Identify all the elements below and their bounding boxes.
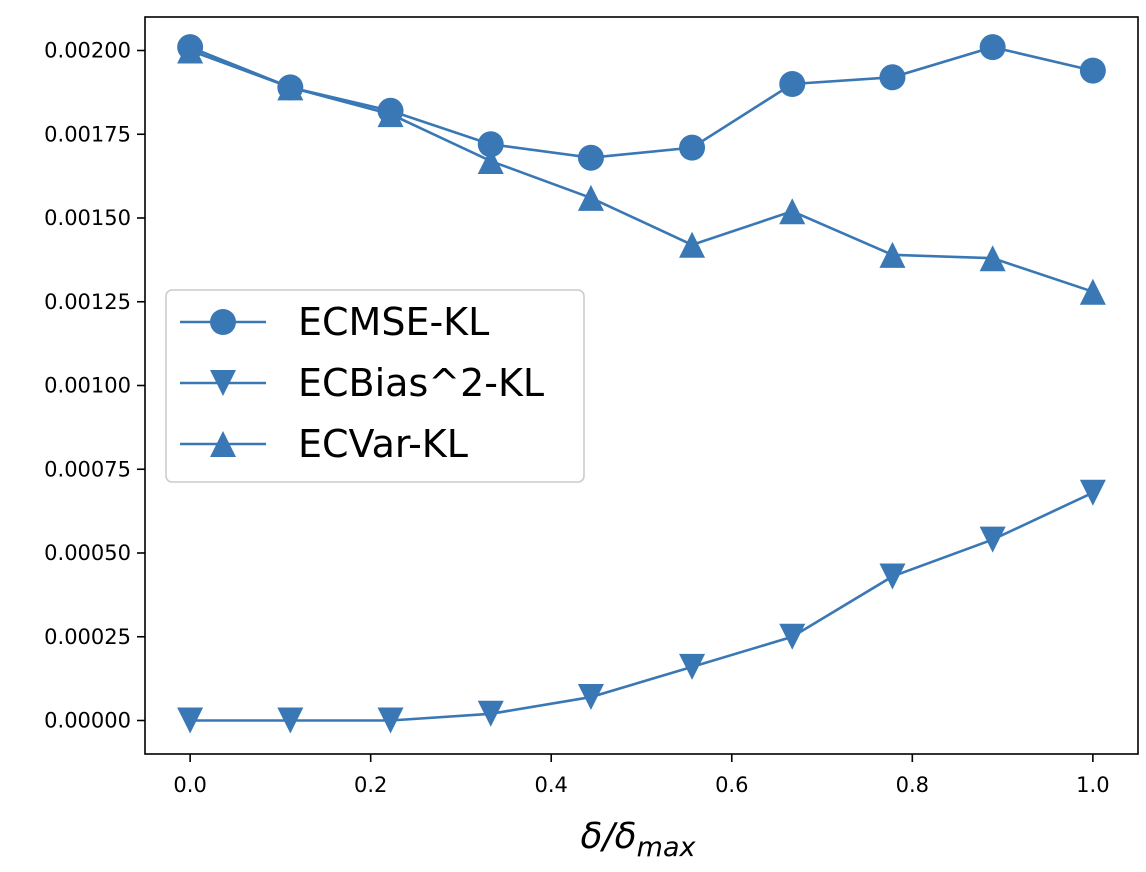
data-point xyxy=(979,245,1006,272)
x-tick-label: 0.8 xyxy=(896,773,929,797)
legend-item: ECMSE-KL xyxy=(180,300,489,344)
y-tick-label: 0.00025 xyxy=(44,625,131,649)
data-point xyxy=(879,64,906,91)
data-point xyxy=(277,74,304,101)
legend-marker xyxy=(210,370,236,396)
series-line xyxy=(189,45,1094,160)
data-point xyxy=(377,101,404,128)
data-point xyxy=(377,707,404,734)
data-point xyxy=(779,623,806,650)
data-point xyxy=(1079,479,1106,506)
series-ECVar-KL xyxy=(177,37,1106,305)
x-axis-label-main: δ/δ xyxy=(580,816,636,857)
x-tick-label: 0.4 xyxy=(535,773,568,797)
legend-label: ECVar-KL xyxy=(298,422,468,466)
series-line xyxy=(190,491,1094,722)
data-point xyxy=(679,653,706,680)
y-axis: 0.00000 0.00025 0.00050 0.00075 0.00100 0.001… xyxy=(44,39,145,733)
data-point xyxy=(979,526,1006,553)
data-point xyxy=(679,231,706,258)
data-point xyxy=(577,184,604,211)
x-tick-label: 0.6 xyxy=(715,773,748,797)
legend-label: ECBias^2-KL xyxy=(298,361,544,405)
y-tick-label: 0.00175 xyxy=(44,122,131,146)
data-point xyxy=(477,148,504,175)
legend-marker xyxy=(210,309,236,335)
x-tick-label: 0.2 xyxy=(354,773,387,797)
x-axis: 0.0 0.2 0.4 0.6 0.8 1.0 xyxy=(173,754,1110,797)
x-tick-label: 1.0 xyxy=(1076,773,1109,797)
data-point xyxy=(879,241,906,268)
data-point xyxy=(177,707,204,734)
y-tick-label: 0.00125 xyxy=(44,290,131,314)
legend-label: ECMSE-KL xyxy=(298,300,489,344)
data-point xyxy=(779,198,806,225)
y-tick-label: 0.00200 xyxy=(44,39,131,63)
data-point xyxy=(477,700,504,727)
data-point xyxy=(577,144,604,171)
x-axis-label-subscript: max xyxy=(637,832,697,863)
data-point xyxy=(477,131,504,158)
y-tick-label: 0.00000 xyxy=(44,709,131,733)
y-tick-label: 0.00050 xyxy=(44,541,131,565)
data-point xyxy=(679,134,706,161)
y-tick-label: 0.00100 xyxy=(44,374,131,398)
x-tick-label: 0.0 xyxy=(173,773,206,797)
legend-marker xyxy=(210,431,236,457)
legend-item: ECVar-KL xyxy=(180,422,468,466)
data-point xyxy=(979,34,1006,61)
data-point xyxy=(177,37,204,64)
series-layer xyxy=(177,34,1106,734)
data-point xyxy=(577,684,604,711)
data-point xyxy=(277,707,304,734)
legend-frame xyxy=(165,289,585,483)
y-tick-label: 0.00075 xyxy=(44,457,131,481)
x-axis-label: δ/δmax xyxy=(580,816,696,863)
series-line xyxy=(189,49,1094,293)
data-point xyxy=(879,563,906,590)
series-ECBias^2-KL xyxy=(177,479,1106,734)
data-point xyxy=(1079,57,1106,84)
data-point xyxy=(779,71,806,97)
legend: ECMSE-KL ECBias^2-KL ECVar-KL xyxy=(165,289,585,483)
legend-item: ECBias^2-KL xyxy=(180,361,544,405)
data-point xyxy=(1079,278,1106,305)
y-tick-label: 0.00150 xyxy=(44,206,131,230)
